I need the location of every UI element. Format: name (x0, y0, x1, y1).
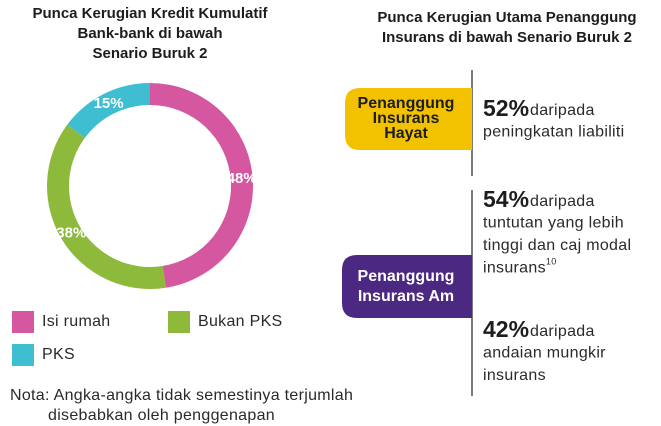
group-label: Insurans Am (358, 288, 454, 305)
slice (67, 83, 150, 138)
item-text: tinggi dan caj modal (483, 237, 631, 254)
label-box (345, 88, 472, 150)
chart-title: Bank-bank di bawah (77, 25, 222, 42)
item-text: tuntutan yang lebih (483, 215, 624, 232)
slice (46, 124, 166, 289)
value-label: 48% (227, 170, 257, 187)
item-text: insurans (483, 367, 546, 384)
footnote: 10 (546, 257, 557, 267)
legend-label: Isi rumah (42, 313, 111, 330)
item-text: peningkatan liabiliti (483, 124, 625, 141)
item-text: daripada (530, 102, 595, 119)
label-box (342, 255, 472, 318)
item-text: andaian mungkir (483, 345, 606, 362)
panel-title: Punca Kerugian Utama Penanggung (377, 9, 636, 26)
group-label: Insurans (373, 110, 440, 127)
figure: 52% (483, 95, 529, 121)
note: Nota: Angka-angka tidak semestinya terju… (10, 387, 353, 404)
group-label: Hayat (384, 125, 428, 142)
group-label: Penanggung (358, 95, 455, 112)
legend-swatch (12, 311, 34, 333)
value-label: 15% (94, 95, 124, 112)
note: disebabkan oleh penggenapan (48, 407, 275, 424)
legend-label: Bukan PKS (198, 313, 283, 330)
legend-swatch (12, 344, 34, 366)
value-label: 38% (56, 225, 86, 242)
chart-title: Senario Buruk 2 (92, 45, 207, 62)
item-text: daripada (530, 323, 595, 340)
legend-label: PKS (42, 346, 75, 363)
legend-swatch (168, 311, 190, 333)
group-label: Penanggung (358, 268, 455, 285)
item-text: daripada (530, 193, 595, 210)
chart-title: Punca Kerugian Kredit Kumulatif (32, 5, 268, 22)
panel-title: Insurans di bawah Senario Buruk 2 (382, 29, 632, 46)
slice (150, 83, 254, 288)
item-text: insurans10 (483, 257, 557, 277)
figure: 42% (483, 316, 529, 342)
figure: 54% (483, 186, 529, 212)
